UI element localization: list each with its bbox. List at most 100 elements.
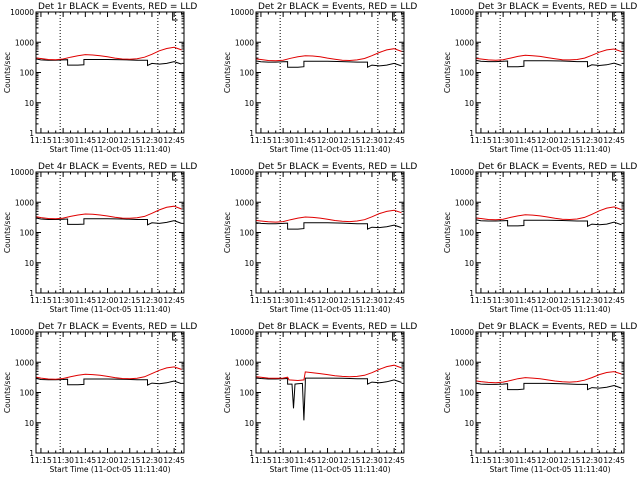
x-tick-label: 12:00 [537, 456, 559, 465]
y-tick-label: 10 [244, 419, 254, 428]
x-tick-label: 12:15 [339, 136, 361, 145]
x-tick-label: 12:00 [537, 136, 559, 145]
y-tick-label: 100 [20, 389, 35, 398]
interval-marker [392, 332, 398, 341]
events-series-line [256, 60, 402, 68]
x-tick-label: 11:15 [250, 136, 272, 145]
x-tick-label: 12:00 [317, 296, 339, 305]
y-tick-label: 1000 [15, 198, 34, 207]
events-series-line [256, 377, 402, 421]
chart-panel-det-5r: Det 5r BLACK = Events, RED = LLD 1 10 100 10… [223, 162, 417, 314]
y-tick-label: 100 [460, 69, 475, 78]
x-tick-label: 12:15 [559, 296, 581, 305]
events-series-line [476, 219, 622, 228]
y-tick-label: 10 [24, 99, 34, 108]
plot-frame [255, 331, 405, 454]
y-axis-label: Counts/sec [3, 52, 12, 93]
plot-frame [35, 11, 185, 134]
y-tick-label: 10000 [230, 168, 254, 177]
plot-frame [475, 171, 625, 294]
x-tick-label: 11:15 [30, 136, 52, 145]
interval-marker [392, 12, 398, 21]
x-tick-label: 12:45 [383, 296, 405, 305]
x-tick-label: 12:00 [317, 136, 339, 145]
x-axis-label: Start Time (11-Oct-05 11:11:40) [269, 465, 390, 474]
lld-series-line [36, 205, 182, 220]
x-axis-label: Start Time (11-Oct-05 11:11:40) [489, 465, 610, 474]
y-tick-label: 1 [469, 129, 474, 138]
x-tick-label: 12:00 [537, 296, 559, 305]
x-tick-label: 11:30 [52, 136, 74, 145]
interval-marker [392, 172, 398, 181]
x-tick-label: 11:45 [295, 136, 317, 145]
x-axis-label: Start Time (11-Oct-05 11:11:40) [49, 465, 170, 474]
x-tick-label: 12:15 [559, 136, 581, 145]
y-tick-label: 10 [24, 419, 34, 428]
y-axis-label: Counts/sec [3, 212, 12, 253]
y-tick-label: 100 [460, 389, 475, 398]
y-axis-label: Counts/sec [223, 212, 232, 253]
chart-title: Det 9r BLACK = Events, RED = LLD [478, 322, 637, 332]
y-tick-label: 10 [24, 259, 34, 268]
x-axis-label: Start Time (11-Oct-05 11:11:40) [489, 305, 610, 314]
x-tick-label: 11:45 [515, 296, 537, 305]
y-tick-label: 1 [29, 289, 34, 298]
x-tick-label: 11:30 [52, 456, 74, 465]
x-tick-label: 12:30 [581, 456, 603, 465]
x-tick-label: 11:30 [492, 296, 514, 305]
y-tick-label: 10 [244, 99, 254, 108]
y-tick-label: 10000 [230, 8, 254, 17]
chart-panel-det-3r: Det 3r BLACK = Events, RED = LLD 1 10 100 10… [443, 2, 637, 154]
x-tick-label: 11:30 [52, 296, 74, 305]
chart-panel-det-7r: Det 7r BLACK = Events, RED = LLD 1 10 100 10… [3, 322, 197, 474]
x-tick-label: 12:00 [97, 456, 119, 465]
y-tick-label: 1000 [455, 38, 474, 47]
lld-series-line [476, 371, 622, 384]
x-tick-label: 12:30 [361, 456, 383, 465]
x-axis-label: Start Time (11-Oct-05 11:11:40) [489, 145, 610, 154]
lld-series-line [36, 366, 182, 380]
events-series-line [476, 60, 622, 68]
x-tick-label: 11:30 [272, 296, 294, 305]
x-tick-label: 11:45 [295, 296, 317, 305]
y-tick-label: 10000 [450, 328, 474, 337]
chart-panel-det-8r: Det 8r BLACK = Events, RED = LLD 1 10 100 10… [223, 322, 417, 474]
y-tick-label: 1 [249, 289, 254, 298]
x-tick-label: 11:15 [470, 456, 492, 465]
x-tick-label: 12:30 [141, 136, 163, 145]
plot-frame [475, 11, 625, 134]
lld-series-line [476, 48, 622, 61]
y-tick-label: 1000 [455, 198, 474, 207]
y-tick-label: 1 [469, 449, 474, 458]
y-tick-label: 100 [20, 229, 35, 238]
y-tick-label: 10000 [450, 168, 474, 177]
plot-frame [255, 11, 405, 134]
x-tick-label: 11:15 [470, 296, 492, 305]
events-series-line [256, 222, 402, 230]
interval-marker [172, 12, 178, 21]
x-tick-label: 12:15 [119, 456, 141, 465]
chart-panel-det-1r: Det 1r BLACK = Events, RED = LLD 1 10 100 10… [3, 2, 197, 154]
y-axis-label: Counts/sec [443, 372, 452, 413]
events-series-line [36, 217, 182, 226]
lld-series-line [256, 364, 402, 382]
x-axis-label: Start Time (11-Oct-05 11:11:40) [269, 305, 390, 314]
x-tick-label: 11:30 [272, 456, 294, 465]
x-tick-label: 12:45 [383, 136, 405, 145]
chart-panel-det-6r: Det 6r BLACK = Events, RED = LLD 1 10 100 10… [443, 162, 637, 314]
x-tick-label: 12:45 [163, 136, 185, 145]
interval-marker [172, 332, 178, 341]
y-axis-label: Counts/sec [443, 212, 452, 253]
x-tick-label: 11:15 [30, 456, 52, 465]
y-tick-label: 10000 [10, 328, 34, 337]
x-tick-label: 11:45 [75, 296, 97, 305]
x-tick-label: 12:45 [603, 456, 625, 465]
x-tick-label: 11:15 [250, 296, 272, 305]
x-axis-label: Start Time (11-Oct-05 11:11:40) [49, 305, 170, 314]
x-tick-label: 12:15 [119, 296, 141, 305]
chart-title: Det 6r BLACK = Events, RED = LLD [478, 162, 637, 172]
x-tick-label: 11:15 [30, 296, 52, 305]
x-tick-label: 11:30 [272, 136, 294, 145]
chart-panel-det-9r: Det 9r BLACK = Events, RED = LLD 1 10 100 10… [443, 322, 637, 474]
